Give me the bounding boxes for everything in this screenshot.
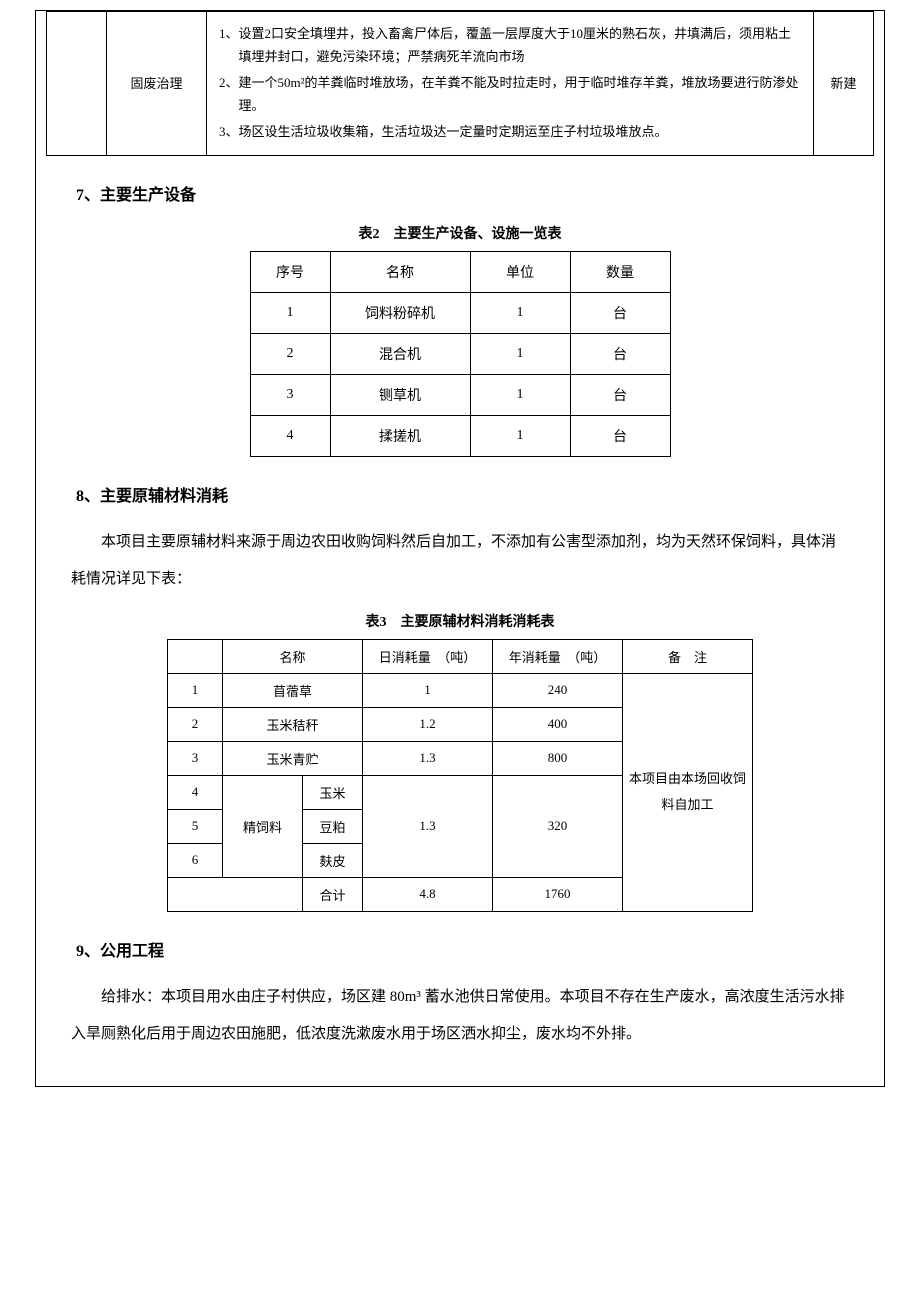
table-row: 3 铡草机 1 台 (250, 374, 670, 415)
cell: 台 (570, 415, 670, 456)
table-row: 1 苜蓿草 1 240 本项目由本场回收饲料自加工 (168, 673, 753, 707)
cell: 1 (250, 292, 330, 333)
cell: 320 (493, 775, 623, 877)
cell: 台 (570, 374, 670, 415)
cell: 1 (168, 673, 223, 707)
cell: 1.2 (363, 707, 493, 741)
cell: 揉搓机 (330, 415, 470, 456)
section9-paragraph: 给排水：本项目用水由庄子村供应，场区建 80m³ 蓄水池供日常使用。本项目不存在… (71, 979, 849, 1054)
table3-caption: 表3 主要原辅材料消耗消耗表 (46, 611, 874, 631)
cell: 1 (470, 374, 570, 415)
list-text: 建一个50m²的羊粪临时堆放场，在羊粪不能及时拉走时，用于临时堆存羊粪，堆放场要… (239, 71, 801, 118)
cell: 3 (250, 374, 330, 415)
table-row: 1 饲料粉碎机 1 台 (250, 292, 670, 333)
material-table: 名称 日消耗量 （吨） 年消耗量 （吨） 备 注 1 苜蓿草 1 240 本项目… (167, 639, 753, 912)
cell: 1 (470, 333, 570, 374)
cell: 6 (168, 843, 223, 877)
table-header: 序号 (250, 251, 330, 292)
list-text: 设置2口安全填埋井，投入畜禽尸体后，覆盖一层厚度大于10厘米的熟石灰，井填满后，… (239, 22, 801, 69)
list-num: 3、 (219, 120, 239, 143)
description-cell: 1、 设置2口安全填埋井，投入畜禽尸体后，覆盖一层厚度大于10厘米的熟石灰，井填… (207, 12, 814, 156)
cell: 豆粕 (303, 809, 363, 843)
table2-caption: 表2 主要生产设备、设施一览表 (46, 223, 874, 243)
cell: 240 (493, 673, 623, 707)
cell: 1 (363, 673, 493, 707)
cell: 苜蓿草 (223, 673, 363, 707)
table-header (168, 639, 223, 673)
cell: 混合机 (330, 333, 470, 374)
cell: 台 (570, 292, 670, 333)
status-cell: 新建 (814, 12, 874, 156)
cell: 4 (168, 775, 223, 809)
cell: 1.3 (363, 741, 493, 775)
cell: 2 (250, 333, 330, 374)
cell: 1760 (493, 877, 623, 911)
equipment-table: 序号 名称 单位 数量 1 饲料粉碎机 1 台 2 混合机 1 台 3 铡草机 … (250, 251, 671, 457)
note-cell: 本项目由本场回收饲料自加工 (623, 673, 753, 911)
cell: 玉米秸秆 (223, 707, 363, 741)
cell: 铡草机 (330, 374, 470, 415)
cell: 1 (470, 415, 570, 456)
list-num: 2、 (219, 71, 239, 118)
section7-heading: 7、主要生产设备 (76, 181, 874, 205)
cell: 麸皮 (303, 843, 363, 877)
section8-heading: 8、主要原辅材料消耗 (76, 482, 874, 506)
cell: 1.3 (363, 775, 493, 877)
cell: 400 (493, 707, 623, 741)
table-header: 名称 (223, 639, 363, 673)
cell: 玉米 (303, 775, 363, 809)
solid-waste-table: 固废治理 1、 设置2口安全填埋井，投入畜禽尸体后，覆盖一层厚度大于10厘米的熟… (46, 11, 874, 156)
table-row: 2 混合机 1 台 (250, 333, 670, 374)
cell (168, 877, 303, 911)
cell: 4.8 (363, 877, 493, 911)
table-row: 4 揉搓机 1 台 (250, 415, 670, 456)
list-text: 场区设生活垃圾收集箱，生活垃圾达一定量时定期运至庄子村垃圾堆放点。 (239, 120, 801, 143)
category-cell: 固废治理 (107, 12, 207, 156)
group-label-cell: 精饲料 (223, 775, 303, 877)
cell: 台 (570, 333, 670, 374)
cell: 合计 (303, 877, 363, 911)
cell: 5 (168, 809, 223, 843)
table-header: 年消耗量 （吨） (493, 639, 623, 673)
cell: 2 (168, 707, 223, 741)
list-num: 1、 (219, 22, 239, 69)
empty-cell (47, 12, 107, 156)
section8-paragraph: 本项目主要原辅材料来源于周边农田收购饲料然后自加工，不添加有公害型添加剂，均为天… (71, 524, 849, 599)
cell: 玉米青贮 (223, 741, 363, 775)
table-header: 单位 (470, 251, 570, 292)
table-header: 备 注 (623, 639, 753, 673)
table-header: 日消耗量 （吨） (363, 639, 493, 673)
section9-heading: 9、公用工程 (76, 937, 874, 961)
cell: 1 (470, 292, 570, 333)
cell: 饲料粉碎机 (330, 292, 470, 333)
table-header: 名称 (330, 251, 470, 292)
cell: 800 (493, 741, 623, 775)
cell: 3 (168, 741, 223, 775)
cell: 4 (250, 415, 330, 456)
table-header: 数量 (570, 251, 670, 292)
